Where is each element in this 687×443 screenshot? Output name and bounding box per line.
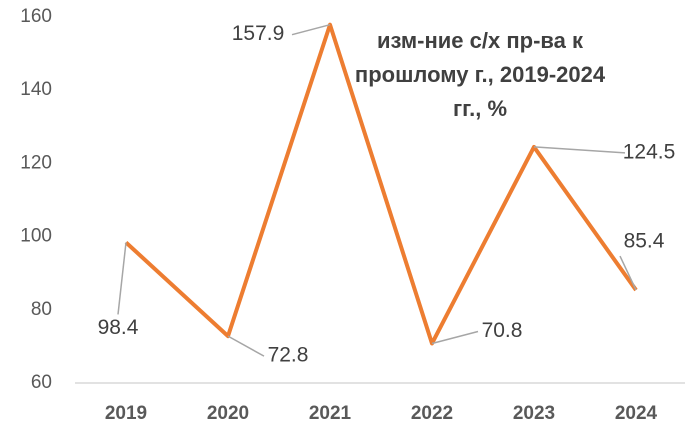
- data-label: 85.4: [624, 230, 665, 253]
- leader-line: [291, 23, 331, 36]
- leader-line: [431, 330, 479, 345]
- data-label: 72.8: [268, 344, 309, 367]
- leader-line: [117, 242, 127, 315]
- x-tick-label: 2020: [207, 403, 249, 424]
- x-tick-label: 2022: [411, 403, 453, 424]
- y-tick-label: 100: [20, 226, 52, 247]
- x-tick-label: 2019: [105, 403, 147, 424]
- leader-line: [619, 255, 637, 291]
- x-tick-label: 2024: [615, 403, 658, 424]
- y-tick-label: 60: [31, 372, 52, 393]
- leader-line: [227, 335, 265, 357]
- data-label: 157.9: [232, 22, 285, 45]
- data-label: 70.8: [482, 319, 523, 342]
- y-tick-label: 160: [20, 6, 52, 27]
- data-line: [124, 22, 638, 346]
- data-label: 98.4: [98, 316, 139, 339]
- leader-line: [533, 146, 626, 154]
- data-label: 124.5: [623, 140, 676, 163]
- y-tick-label: 80: [31, 299, 52, 320]
- chart-title: изм-ние с/х пр-ва к прошлому г., 2019-20…: [354, 28, 606, 121]
- x-tick-label: 2021: [309, 403, 352, 424]
- y-tick-label: 120: [20, 152, 52, 173]
- x-tick-label: 2023: [513, 403, 555, 424]
- y-tick-label: 140: [20, 79, 52, 100]
